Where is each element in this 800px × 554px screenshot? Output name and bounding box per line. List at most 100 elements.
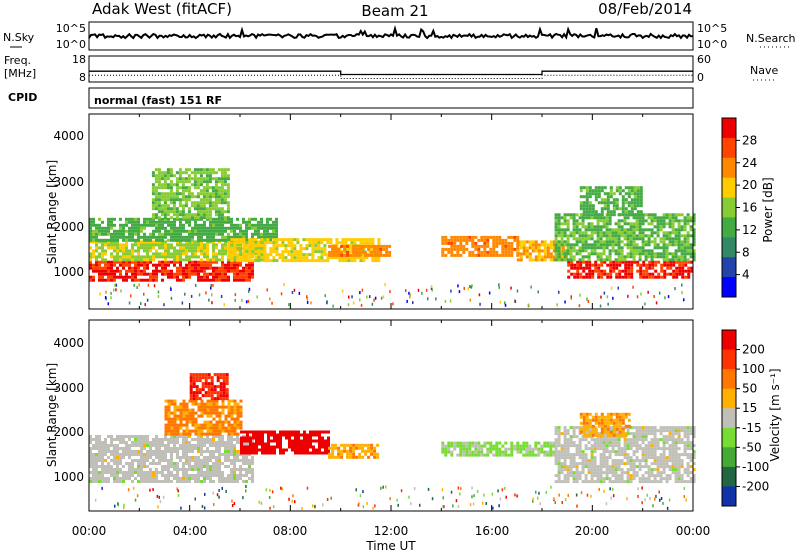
heatmap-cell xyxy=(245,250,249,254)
heatmap-cell xyxy=(626,429,630,433)
heatmap-cell xyxy=(650,213,654,217)
heatmap-cell xyxy=(680,258,684,262)
heatmap-cell xyxy=(266,235,269,239)
heatmap-cell xyxy=(603,207,607,211)
heatmap-cell xyxy=(89,275,92,279)
heatmap-cell xyxy=(119,263,122,267)
heatmap-cell xyxy=(199,201,203,205)
heatmap-cell xyxy=(214,192,218,196)
heatmap-cell xyxy=(137,235,140,239)
heatmap-cell xyxy=(245,259,249,263)
heatmap-cell xyxy=(187,210,191,214)
heatmap-cell xyxy=(107,456,110,459)
heatmap-cell xyxy=(606,295,609,299)
heatmap-cell xyxy=(209,477,212,480)
heatmap-cell xyxy=(236,256,240,260)
heatmap-cell xyxy=(187,195,191,199)
heatmap-cell xyxy=(447,250,451,254)
heatmap-cell xyxy=(629,462,633,466)
heatmap-cell xyxy=(686,246,690,250)
heatmap-cell xyxy=(249,448,252,452)
heatmap-cell xyxy=(359,291,361,295)
heatmap-cell xyxy=(266,253,270,257)
heatmap-cell xyxy=(620,255,624,259)
heatmap-cell xyxy=(146,260,149,264)
heatmap-cell xyxy=(653,243,657,247)
heatmap-cell xyxy=(263,247,267,251)
heatmap-cell xyxy=(119,272,122,276)
heatmap-cell xyxy=(279,442,282,446)
heatmap-cell xyxy=(154,195,158,199)
heatmap-cell xyxy=(569,249,573,253)
heatmap-cell xyxy=(152,220,155,224)
heatmap-cell xyxy=(647,243,651,247)
heatmap-cell xyxy=(513,235,517,239)
heatmap-cell xyxy=(160,210,164,214)
heatmap-cell xyxy=(572,213,576,217)
heatmap-cell xyxy=(131,249,134,253)
heatmap-cell xyxy=(200,453,203,456)
heatmap-cell xyxy=(214,177,218,181)
heatmap-cell xyxy=(221,229,224,233)
heatmap-cell xyxy=(227,238,230,242)
heatmap-cell xyxy=(95,249,98,253)
heatmap-cell xyxy=(110,474,113,477)
heatmap-cell xyxy=(605,222,609,226)
heatmap-cell xyxy=(191,266,194,270)
heatmap-cell xyxy=(208,195,212,199)
heatmap-cell xyxy=(104,441,107,444)
heatmap-cell xyxy=(212,435,215,438)
heatmap-cell xyxy=(587,252,591,256)
heatmap-cell xyxy=(543,453,547,457)
heatmap-cell xyxy=(650,255,654,259)
heatmap-cell xyxy=(650,234,654,238)
heatmap-cell xyxy=(306,448,309,452)
heatmap-cell xyxy=(173,246,176,250)
heatmap-cell xyxy=(412,301,414,305)
heatmap-cell xyxy=(334,446,338,450)
heatmap-cell xyxy=(263,253,267,257)
heatmap-cell xyxy=(116,435,119,438)
heatmap-cell xyxy=(546,246,550,250)
heatmap-cell xyxy=(367,443,371,447)
heatmap-cell xyxy=(560,231,564,235)
heatmap-cell xyxy=(222,373,226,377)
heatmap-cell xyxy=(614,432,618,436)
heatmap-cell xyxy=(184,216,188,220)
heatmap-cell xyxy=(290,244,294,248)
heatmap-cell xyxy=(278,244,282,248)
heatmap-cell xyxy=(566,249,570,253)
heatmap-cell xyxy=(194,465,197,468)
heatmap-cell xyxy=(173,272,176,276)
heatmap-cell xyxy=(302,256,306,260)
heatmap-cell xyxy=(92,278,95,282)
heatmap-cell xyxy=(471,244,475,248)
heatmap-cell xyxy=(233,405,237,409)
heatmap-cell xyxy=(107,223,110,227)
heatmap-cell xyxy=(175,216,179,220)
heatmap-cell xyxy=(653,246,657,250)
heatmap-cell xyxy=(621,260,625,264)
heatmap-cell xyxy=(352,247,356,251)
heatmap-cell xyxy=(627,266,631,270)
heatmap-cell xyxy=(612,260,616,264)
heatmap-cell xyxy=(170,429,174,433)
heatmap-cell xyxy=(367,446,371,450)
heatmap-cell xyxy=(588,210,592,214)
heatmap-cell xyxy=(176,465,179,468)
heatmap-cell xyxy=(202,207,206,211)
heatmap-cell xyxy=(557,441,561,445)
heatmap-cell xyxy=(107,480,110,483)
heatmap-cell xyxy=(603,272,607,276)
heatmap-cell xyxy=(450,450,454,454)
heatmap-cell xyxy=(507,447,511,451)
heatmap-cell xyxy=(151,207,155,211)
heatmap-cell xyxy=(144,303,146,307)
heatmap-cell xyxy=(605,471,609,475)
heatmap-cell xyxy=(297,451,300,455)
heatmap-cell xyxy=(125,255,128,259)
heatmap-cell xyxy=(557,474,561,478)
heatmap-cell xyxy=(194,423,198,427)
heatmap-cell xyxy=(249,445,252,449)
heatmap-cell xyxy=(140,269,143,273)
